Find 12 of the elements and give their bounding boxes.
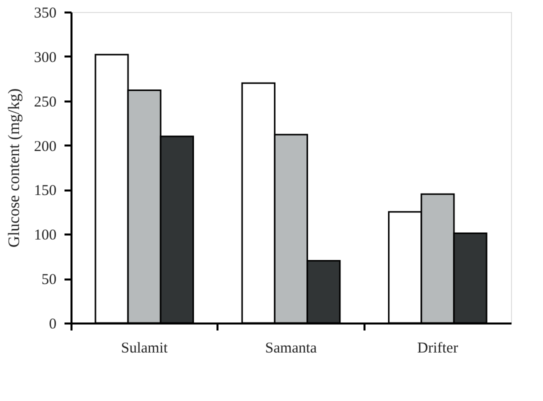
y-tick-label: 0 <box>49 316 56 332</box>
y-tick-label: 250 <box>34 94 56 110</box>
y-tick-label: 100 <box>34 228 56 244</box>
y-tick-label: 350 <box>34 6 56 22</box>
x-tick-label: Sulamit <box>120 340 168 356</box>
y-tick-label: 150 <box>34 183 56 200</box>
y-tick-label: 200 <box>34 138 56 155</box>
y-axis-title: Glucose content (mg/kg) <box>6 88 23 248</box>
x-tick-label: Drifter <box>417 340 458 356</box>
y-tick-label: 50 <box>42 272 56 288</box>
x-tick-label: Samanta <box>265 340 318 356</box>
y-tick-label: 300 <box>34 50 56 66</box>
